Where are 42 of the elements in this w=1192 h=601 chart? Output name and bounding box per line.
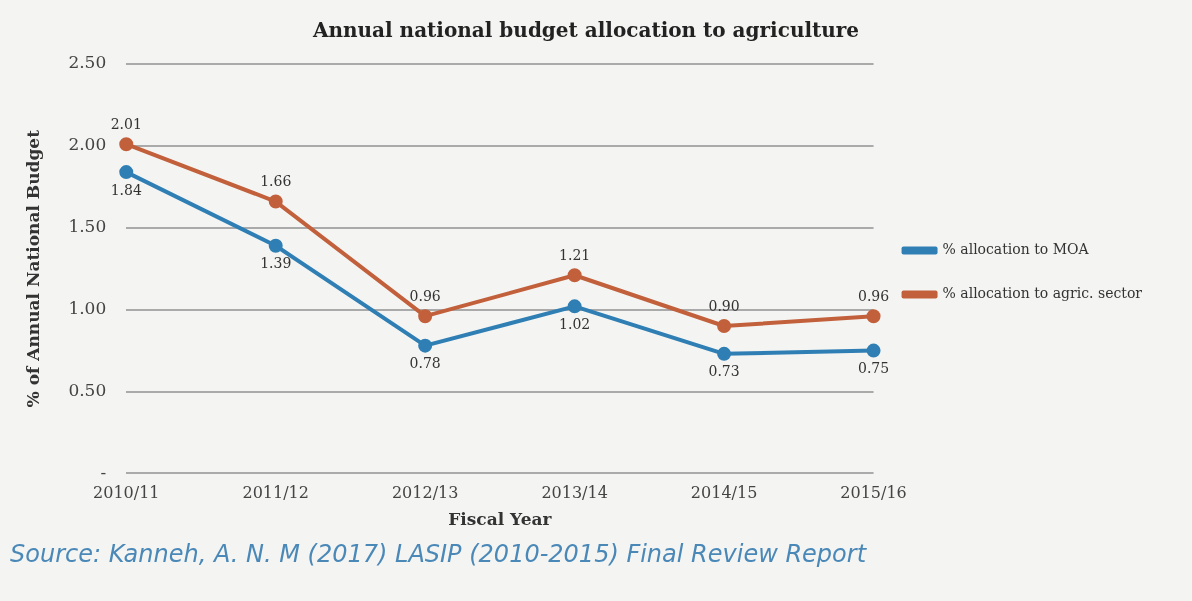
y-tick-label: 1.50	[68, 216, 107, 237]
data-label: 2.01	[110, 115, 142, 132]
x-tick-label: 2012/13	[391, 483, 459, 503]
source-note: Source: Kanneh, A. N. M (2017) LASIP (2010-2015) Final Review Report	[10, 540, 867, 568]
data-label: 0.75	[857, 360, 890, 377]
x-tick-label: 2013/14	[541, 483, 608, 503]
data-label: 1.02	[559, 316, 591, 333]
legend-label: % allocation to agric. sector	[942, 285, 1143, 302]
y-axis-title: % of Annual National Budget	[22, 129, 43, 408]
y-tick-label: -	[100, 461, 107, 482]
point	[119, 165, 134, 180]
data-label: 0.96	[857, 287, 890, 304]
data-label: 1.84	[110, 181, 142, 198]
point	[866, 343, 881, 358]
point	[268, 238, 283, 253]
point	[418, 338, 433, 353]
x-tick-label: 2014/15	[690, 483, 758, 503]
data-label: 0.73	[708, 363, 740, 380]
data-label: 1.39	[260, 255, 292, 272]
x-tick-label: 2010/11	[93, 483, 160, 503]
point	[418, 309, 433, 324]
x-tick-label: 2011/12	[242, 483, 309, 503]
x-tick-label: 2015/16	[840, 483, 907, 503]
point	[717, 346, 732, 361]
point	[567, 299, 582, 314]
chart-title: Annual national budget allocation to agriculture	[311, 18, 860, 43]
point	[119, 137, 134, 152]
point	[567, 268, 582, 283]
legend-label: % allocation to MOA	[942, 241, 1090, 258]
point	[717, 319, 732, 334]
y-tick-label: 2.00	[68, 134, 107, 155]
y-tick-label: 0.50	[68, 379, 107, 400]
data-label: 0.90	[708, 297, 740, 314]
point	[866, 309, 881, 324]
data-label: 1.66	[260, 173, 292, 190]
point	[268, 194, 283, 209]
x-axis-title: Fiscal Year	[448, 509, 553, 530]
y-tick-label: 2.50	[68, 52, 107, 73]
y-tick-label: 1.00	[68, 298, 107, 319]
data-label: 0.78	[409, 355, 441, 372]
data-label: 0.96	[409, 287, 441, 304]
data-label: 1.21	[559, 246, 591, 263]
